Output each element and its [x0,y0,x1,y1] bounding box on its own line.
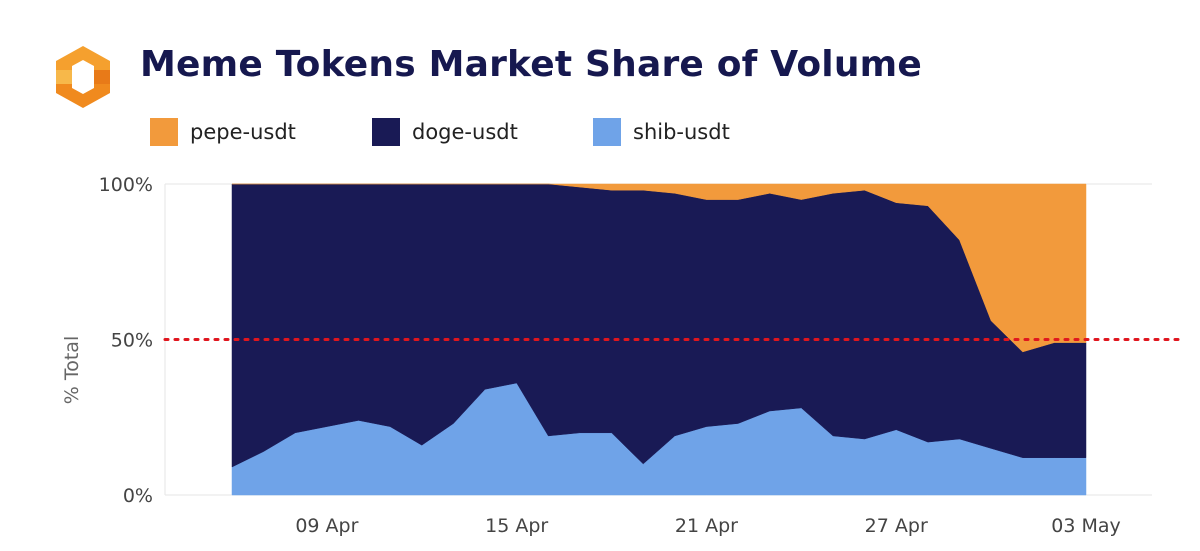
x-tick-label: 21 Apr [675,515,738,537]
legend-item-doge[interactable]: doge-usdt [372,118,518,146]
y-axis-ticks: 0% 50% 100% [99,174,153,507]
x-tick-label: 09 Apr [295,515,358,537]
y-tick-label: 100% [99,174,153,196]
legend-label-pepe: pepe-usdt [190,120,296,144]
area-series [231,183,1087,496]
legend-item-pepe[interactable]: pepe-usdt [150,118,296,146]
series-area-pepe-usdt[interactable] [232,183,1087,353]
chart-title: Meme Tokens Market Share of Volume [140,44,922,85]
y-tick-label: 0% [123,485,153,507]
legend-label-shib: shib-usdt [633,120,730,144]
y-axis-title: % Total [61,336,83,404]
legend-item-shib[interactable]: shib-usdt [593,118,730,146]
x-tick-label: 15 Apr [485,515,548,537]
legend-swatch-pepe [150,118,178,146]
area-chart: 0% 50% 100% 09 Apr 15 Apr 21 Apr 27 Apr 03 May… [61,174,1182,537]
legend-swatch-shib [593,118,621,146]
x-tick-label: 03 May [1051,515,1121,537]
legend-swatch-doge [372,118,400,146]
y-tick-label: 50% [111,330,153,352]
x-tick-label: 27 Apr [865,515,928,537]
legend-label-doge: doge-usdt [412,120,518,144]
x-axis-ticks: 09 Apr 15 Apr 21 Apr 27 Apr 03 May [295,515,1120,537]
brand-logo-icon [56,46,110,108]
